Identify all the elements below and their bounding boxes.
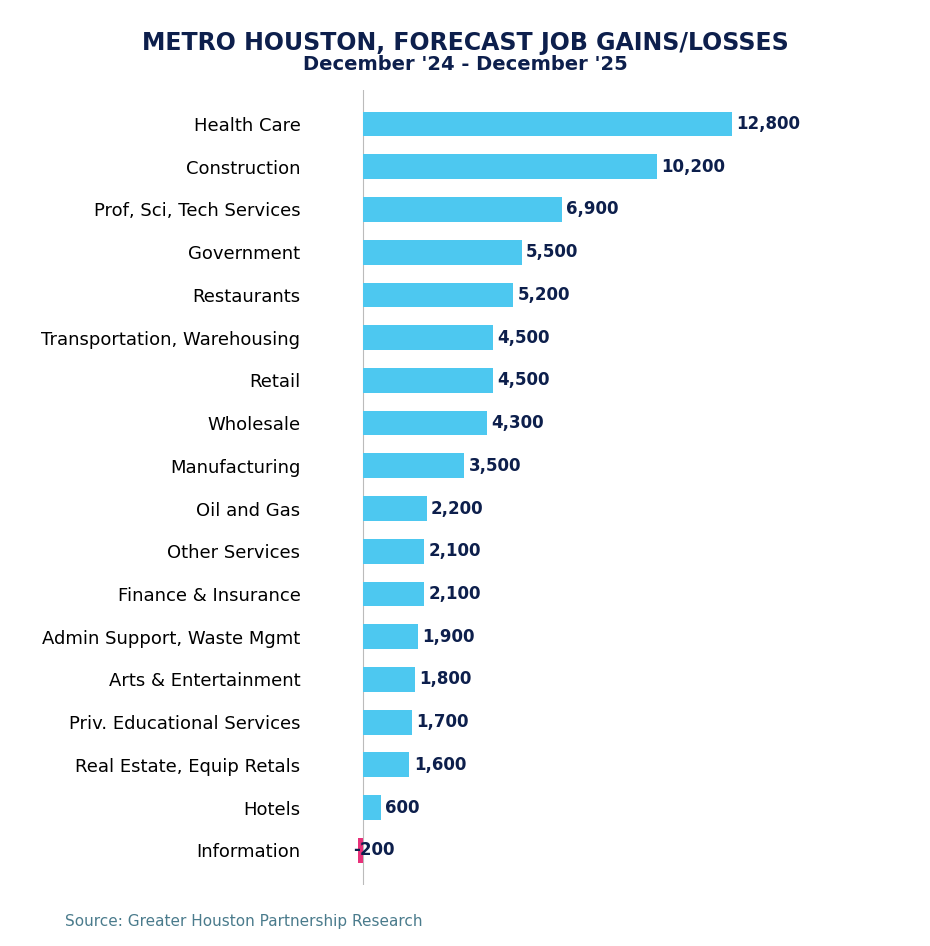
Bar [364,325,493,350]
Bar [364,667,415,692]
Bar [364,582,424,606]
Bar [364,453,464,479]
Bar [364,752,409,778]
Bar [364,710,412,734]
Bar [364,796,380,820]
Text: 3,500: 3,500 [469,457,521,475]
Text: 5,500: 5,500 [526,243,578,261]
Bar [358,838,364,863]
Bar [364,283,513,307]
Text: 2,200: 2,200 [432,499,484,517]
Text: Source: Greater Houston Partnership Research: Source: Greater Houston Partnership Rese… [65,914,422,929]
Text: 4,500: 4,500 [498,372,550,390]
Text: 1,600: 1,600 [414,756,466,774]
Text: 10,200: 10,200 [661,158,725,176]
Bar [364,154,658,179]
Text: December '24 - December '25: December '24 - December '25 [302,55,628,74]
Text: 1,800: 1,800 [419,671,472,689]
Text: 6,900: 6,900 [566,201,618,219]
Text: 12,800: 12,800 [737,115,801,133]
Text: 2,100: 2,100 [428,585,481,603]
Bar [364,539,424,564]
Bar [364,411,487,435]
Text: 1,900: 1,900 [422,628,475,646]
Bar [364,496,427,521]
Text: 4,500: 4,500 [498,328,550,346]
Text: 2,100: 2,100 [428,542,481,560]
Bar [364,240,522,265]
Text: METRO HOUSTON, FORECAST JOB GAINS/LOSSES: METRO HOUSTON, FORECAST JOB GAINS/LOSSES [141,31,789,55]
Text: -200: -200 [353,841,395,859]
Bar [364,368,493,393]
Text: 600: 600 [385,798,419,816]
Text: 4,300: 4,300 [492,414,544,432]
Text: 5,200: 5,200 [517,286,570,304]
Bar [364,624,418,649]
Bar [364,112,732,136]
Bar [364,197,562,222]
Text: 1,700: 1,700 [417,713,469,731]
